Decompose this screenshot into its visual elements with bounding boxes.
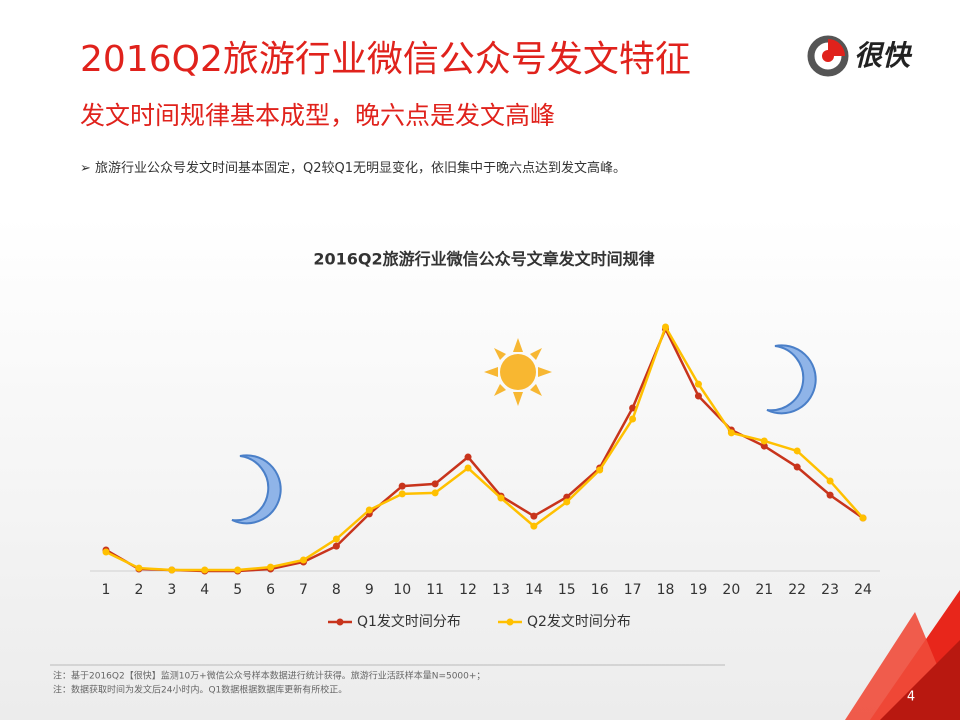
moon <box>231 454 282 525</box>
x-tick-label: 14 <box>525 582 543 598</box>
moon <box>766 344 817 415</box>
x-tick-label: 3 <box>167 582 176 598</box>
point <box>629 415 637 423</box>
point <box>299 556 307 564</box>
point <box>859 514 867 522</box>
point <box>332 542 340 550</box>
series-line <box>105 325 864 573</box>
point <box>365 506 373 514</box>
logo-dot <box>822 50 834 62</box>
point <box>168 566 176 574</box>
point <box>497 494 505 502</box>
x-tick-label: 6 <box>266 582 275 598</box>
point <box>267 563 275 571</box>
decor <box>880 640 960 720</box>
point <box>530 522 538 530</box>
x-tick-label: 11 <box>426 582 444 598</box>
legend-label: Q2发文时间分布 <box>527 614 631 630</box>
point <box>793 463 801 471</box>
point <box>662 323 670 331</box>
point <box>793 447 801 455</box>
legend-marker <box>336 618 344 626</box>
point <box>596 466 604 474</box>
point <box>464 464 472 472</box>
x-tick-label: 21 <box>755 582 773 598</box>
x-tick-label: 8 <box>332 582 341 598</box>
point <box>431 480 439 488</box>
x-tick-label: 15 <box>558 582 576 598</box>
page-number: 4 <box>907 690 915 705</box>
point <box>102 548 110 556</box>
point <box>563 498 571 506</box>
point <box>694 380 702 388</box>
x-tick-label: 17 <box>624 582 642 598</box>
point <box>398 490 406 498</box>
x-tick-label: 22 <box>788 582 806 598</box>
bullet-row: ➢ 旅游行业公众号发文时间基本固定，Q2较Q1无明显变化，依旧集中于晚六点达到发… <box>80 157 626 176</box>
series-line <box>105 324 864 572</box>
point <box>464 453 472 461</box>
note: 注：基于2016Q2【很快】监测10万+微信公众号样本数据进行统计获得。旅游行业… <box>53 670 485 682</box>
point <box>201 566 209 574</box>
x-tick-label: 10 <box>393 582 411 598</box>
point <box>694 392 702 400</box>
point <box>826 491 834 499</box>
legend-marker <box>506 618 514 626</box>
title: 2016Q2旅游行业微信公众号发文特征 <box>80 39 691 80</box>
x-tick-label: 2 <box>134 582 143 598</box>
point <box>629 404 637 412</box>
x-tick-label: 18 <box>657 582 675 598</box>
logo-wedge <box>828 39 845 56</box>
point <box>727 429 735 437</box>
subtitle: 发文时间规律基本成型，晚六点是发文高峰 <box>80 101 556 130</box>
x-tick-label: 13 <box>492 582 510 598</box>
bullet-icon: ➢ <box>80 161 96 176</box>
x-tick-label: 12 <box>459 582 477 598</box>
x-tick-label: 20 <box>722 582 740 598</box>
point <box>431 489 439 497</box>
note: 注：数据获取时间为发文后24小时内。Q1数据根据数据库更新有所校正。 <box>53 684 347 696</box>
x-tick-label: 16 <box>591 582 609 598</box>
point <box>760 437 768 445</box>
logo-text: 很快 <box>854 39 913 72</box>
x-tick-label: 23 <box>821 582 839 598</box>
x-tick-label: 7 <box>299 582 308 598</box>
x-tick-label: 9 <box>365 582 374 598</box>
bullet: 旅游行业公众号发文时间基本固定，Q2较Q1无明显变化，依旧集中于晚六点达到发文高… <box>95 161 627 176</box>
x-tick-label: 4 <box>200 582 209 598</box>
logo: 很快 <box>807 35 913 77</box>
x-tick-label: 24 <box>854 582 872 598</box>
x-tick-label: 5 <box>233 582 242 598</box>
point <box>332 535 340 543</box>
point <box>826 477 834 485</box>
point <box>530 512 538 520</box>
point <box>135 564 143 572</box>
point <box>234 566 242 574</box>
x-tick-label: 1 <box>102 582 111 598</box>
x-tick-label: 19 <box>690 582 708 598</box>
sun <box>484 338 552 406</box>
point <box>398 482 406 490</box>
legend-label: Q1发文时间分布 <box>357 614 461 630</box>
chart-title: 2016Q2旅游行业微信公众号文章发文时间规律 <box>313 250 654 269</box>
point <box>760 442 768 450</box>
